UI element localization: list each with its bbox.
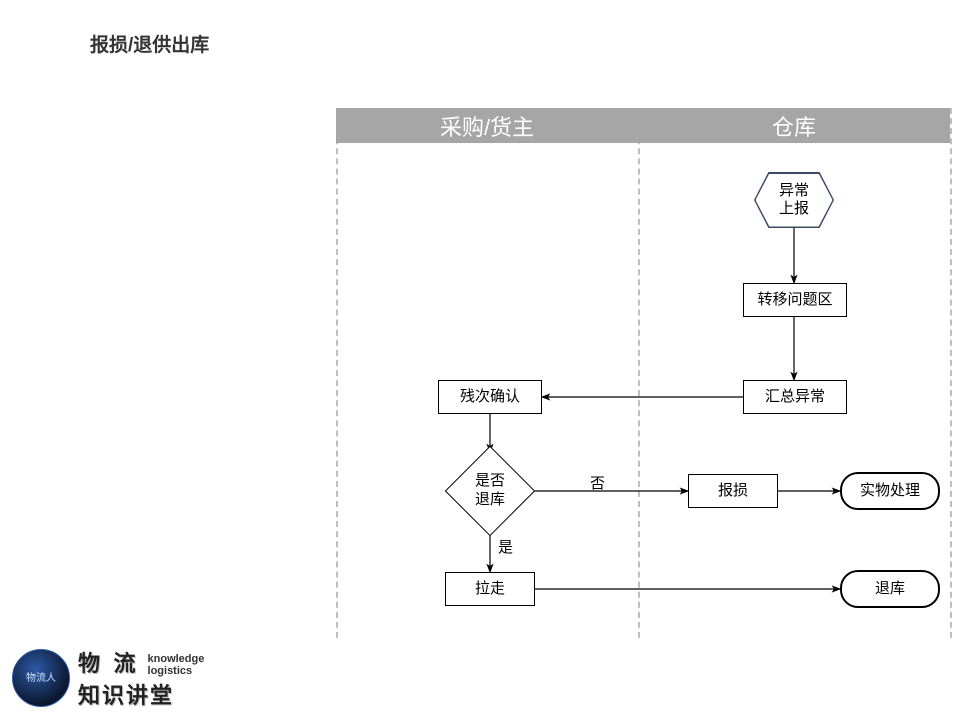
node-exception-report-label: 异常上报 [756,174,833,227]
node-transfer: 转移问题区 [743,283,847,317]
watermark-cn-1: 物 流 [78,646,140,678]
lane-header-procurement: 采购/货主 [336,108,638,143]
node-entity-handle: 实物处理 [840,472,940,510]
node-decision-label: 是否退库 [458,459,522,523]
watermark: 物流人 物 流 knowledge logistics 知识讲堂 [12,646,204,710]
lane-divider-2 [950,108,952,638]
lane-header-warehouse: 仓库 [638,108,950,143]
edge-label-yes: 是 [498,536,513,557]
lane-divider-0 [336,108,338,638]
edge-label-no: 否 [590,472,605,493]
node-tuiku: 退库 [840,570,940,608]
lane-divider-1 [638,108,640,638]
node-baosun: 报损 [688,474,778,508]
node-exception-report: 异常上报 [754,172,834,228]
watermark-cn-2: 知识讲堂 [78,678,204,710]
page-title: 报损/退供出库 [90,30,209,57]
node-lazou: 拉走 [445,572,535,606]
watermark-en-1: knowledge [148,653,205,666]
node-summary: 汇总异常 [743,380,847,414]
watermark-badge: 物流人 [12,649,70,707]
node-decision: 是否退库 [458,459,522,523]
node-confirm: 残次确认 [438,380,542,414]
watermark-en-2: logistics [148,665,205,678]
